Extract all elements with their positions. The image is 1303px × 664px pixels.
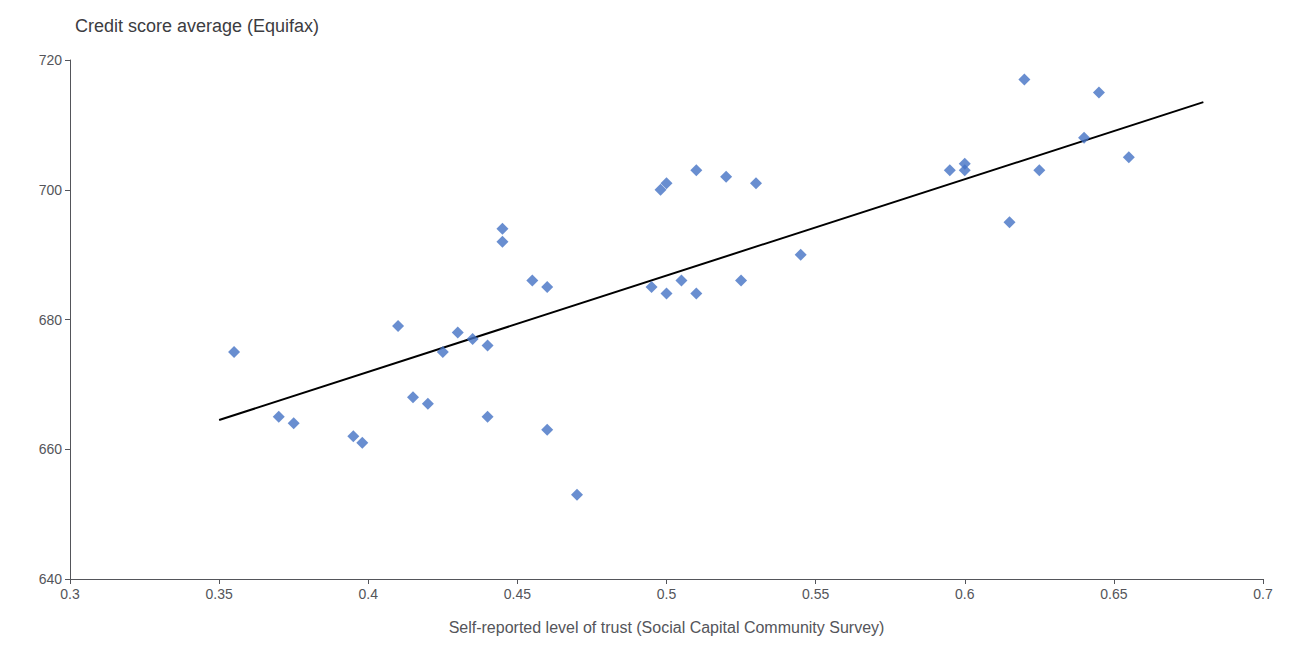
svg-text:640: 640 xyxy=(39,571,63,587)
svg-text:0.65: 0.65 xyxy=(1100,586,1127,602)
svg-text:Self-reported level of trust (: Self-reported level of trust (Social Cap… xyxy=(449,619,885,636)
svg-text:0.55: 0.55 xyxy=(802,586,829,602)
svg-text:0.3: 0.3 xyxy=(60,586,80,602)
svg-text:680: 680 xyxy=(39,312,63,328)
svg-text:0.4: 0.4 xyxy=(359,586,379,602)
svg-text:0.6: 0.6 xyxy=(955,586,975,602)
svg-text:720: 720 xyxy=(39,52,63,68)
svg-text:0.7: 0.7 xyxy=(1253,586,1273,602)
svg-text:0.5: 0.5 xyxy=(657,586,677,602)
svg-text:0.35: 0.35 xyxy=(206,586,233,602)
svg-text:0.45: 0.45 xyxy=(504,586,531,602)
svg-text:660: 660 xyxy=(39,441,63,457)
svg-text:Credit score average (Equifax): Credit score average (Equifax) xyxy=(75,16,319,36)
svg-text:700: 700 xyxy=(39,182,63,198)
